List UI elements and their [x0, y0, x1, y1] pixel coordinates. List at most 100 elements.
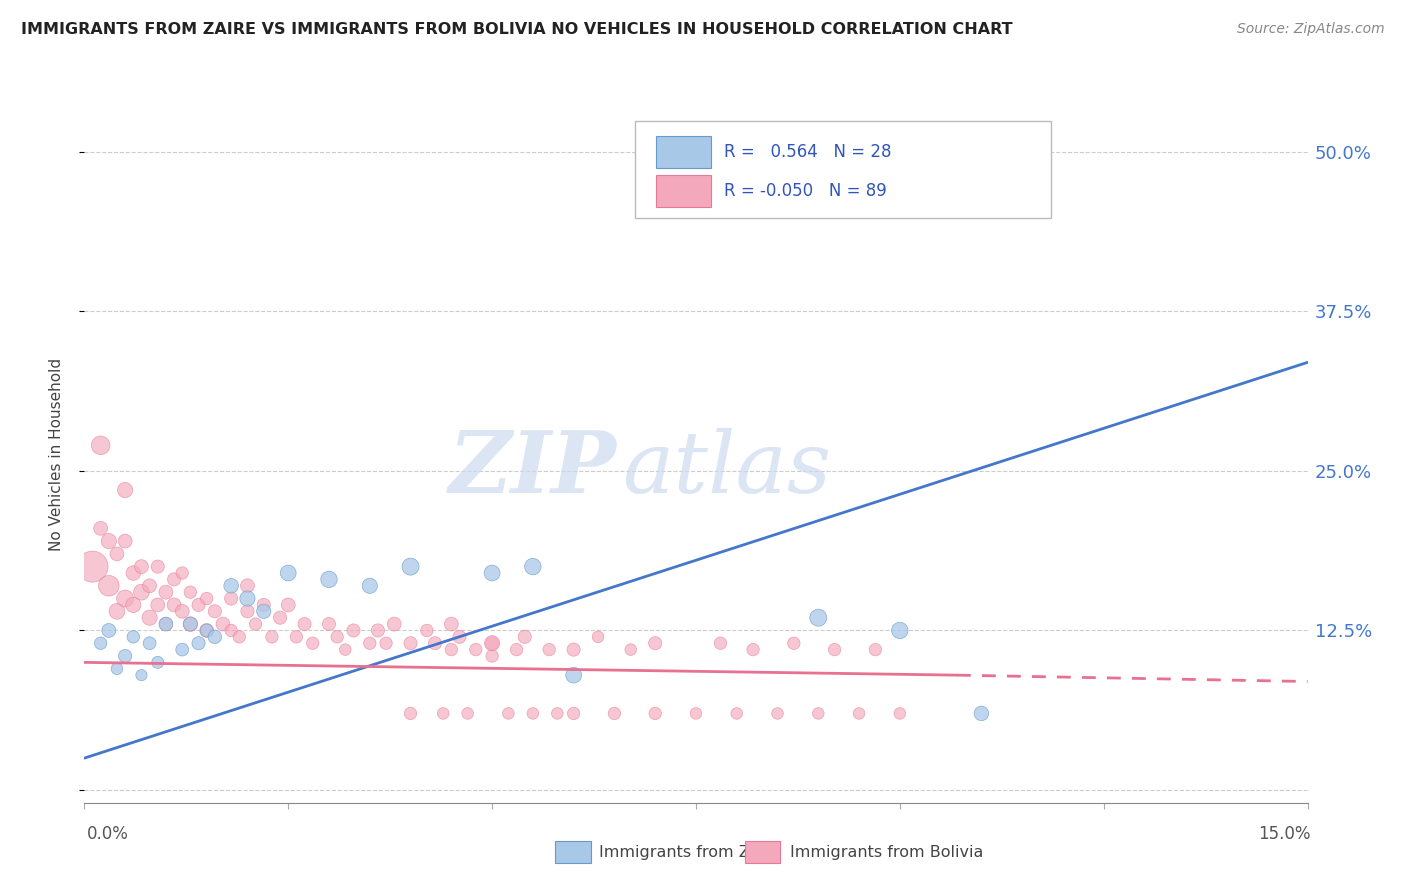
Point — [114, 483, 136, 497]
Point — [865, 642, 887, 657]
Text: Immigrants from Bolivia: Immigrants from Bolivia — [790, 846, 984, 860]
Point — [114, 648, 136, 663]
Point — [505, 642, 527, 657]
Point — [195, 624, 218, 638]
Point — [481, 636, 503, 650]
Point — [513, 630, 536, 644]
Text: R = -0.050   N = 89: R = -0.050 N = 89 — [724, 182, 887, 200]
Point — [146, 559, 169, 574]
Point — [146, 598, 169, 612]
Point — [163, 598, 186, 612]
Point — [195, 591, 218, 606]
Point — [138, 636, 160, 650]
Text: Source: ZipAtlas.com: Source: ZipAtlas.com — [1237, 22, 1385, 37]
Point — [269, 610, 291, 624]
Point — [440, 642, 463, 657]
Point — [90, 521, 112, 535]
Point — [187, 598, 209, 612]
Point — [236, 591, 259, 606]
Point — [146, 656, 169, 670]
Point — [481, 566, 503, 580]
Text: 0.0%: 0.0% — [87, 825, 129, 843]
Point — [375, 636, 398, 650]
Point — [335, 642, 357, 657]
Point — [236, 604, 259, 618]
Point — [131, 559, 153, 574]
Point — [709, 195, 731, 210]
Point — [105, 662, 128, 676]
Point — [131, 668, 153, 682]
Point — [155, 617, 177, 632]
Point — [522, 559, 544, 574]
Point — [807, 706, 830, 721]
Point — [105, 547, 128, 561]
Point — [586, 630, 609, 644]
Point — [725, 706, 748, 721]
Point — [889, 624, 911, 638]
Point — [277, 566, 299, 580]
Point — [219, 579, 242, 593]
Point — [766, 706, 789, 721]
Point — [359, 636, 381, 650]
Point — [464, 642, 486, 657]
Point — [97, 534, 120, 549]
Point — [114, 591, 136, 606]
Point — [179, 585, 201, 599]
Point — [399, 636, 422, 650]
Point — [562, 706, 585, 721]
Text: Immigrants from Zaire: Immigrants from Zaire — [599, 846, 780, 860]
Y-axis label: No Vehicles in Household: No Vehicles in Household — [49, 359, 63, 551]
Point — [285, 630, 308, 644]
Point — [122, 598, 145, 612]
Point — [277, 598, 299, 612]
Point — [90, 636, 112, 650]
Point — [155, 617, 177, 632]
Point — [301, 636, 323, 650]
Point — [603, 706, 626, 721]
Point — [155, 585, 177, 599]
Point — [260, 630, 283, 644]
Point — [562, 668, 585, 682]
Point — [122, 566, 145, 580]
Point — [253, 604, 276, 618]
Text: R =   0.564   N = 28: R = 0.564 N = 28 — [724, 143, 891, 161]
Point — [889, 706, 911, 721]
Point — [783, 636, 806, 650]
Point — [294, 617, 316, 632]
Point — [620, 642, 643, 657]
Point — [440, 617, 463, 632]
Point — [546, 706, 568, 721]
Point — [228, 630, 250, 644]
FancyBboxPatch shape — [636, 121, 1050, 219]
Point — [399, 559, 422, 574]
Point — [326, 630, 349, 644]
Point — [204, 630, 226, 644]
Point — [416, 624, 439, 638]
Point — [219, 624, 242, 638]
Point — [138, 579, 160, 593]
FancyBboxPatch shape — [655, 175, 710, 207]
FancyBboxPatch shape — [655, 136, 710, 168]
Text: atlas: atlas — [623, 427, 832, 510]
Text: 15.0%: 15.0% — [1258, 825, 1310, 843]
Point — [97, 579, 120, 593]
Point — [342, 624, 364, 638]
Point — [848, 706, 870, 721]
Point — [138, 610, 160, 624]
Point — [498, 706, 520, 721]
Point — [97, 624, 120, 638]
Point — [970, 706, 993, 721]
Text: IMMIGRANTS FROM ZAIRE VS IMMIGRANTS FROM BOLIVIA NO VEHICLES IN HOUSEHOLD CORREL: IMMIGRANTS FROM ZAIRE VS IMMIGRANTS FROM… — [21, 22, 1012, 37]
Point — [423, 636, 446, 650]
Point — [824, 642, 846, 657]
Point — [399, 706, 422, 721]
Point — [562, 642, 585, 657]
Point — [82, 559, 104, 574]
Point — [481, 648, 503, 663]
Point — [172, 566, 194, 580]
Point — [685, 706, 707, 721]
Point — [204, 604, 226, 618]
Point — [90, 438, 112, 452]
Point — [179, 617, 201, 632]
Point — [709, 636, 731, 650]
